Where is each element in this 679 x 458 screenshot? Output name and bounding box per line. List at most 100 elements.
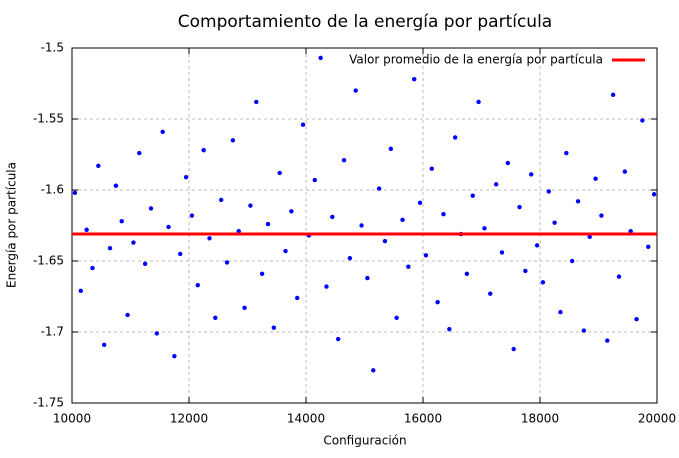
y-tick-label: -1.55 xyxy=(33,112,64,126)
point xyxy=(552,220,557,225)
point xyxy=(218,197,224,203)
point xyxy=(593,176,598,181)
point xyxy=(125,312,130,318)
point xyxy=(452,135,458,140)
point xyxy=(464,271,470,276)
point xyxy=(599,213,604,218)
legend-label: Valor promedio de la energía por partícu… xyxy=(349,53,603,67)
point xyxy=(482,226,487,231)
point xyxy=(347,255,353,261)
y-tick-label: -1.5 xyxy=(41,41,64,55)
point xyxy=(78,288,83,294)
point xyxy=(517,204,522,210)
point xyxy=(341,157,347,163)
point xyxy=(207,236,212,241)
point xyxy=(353,88,358,93)
point xyxy=(400,217,405,223)
plot-frame xyxy=(71,47,658,404)
point xyxy=(587,234,592,240)
point xyxy=(178,251,183,257)
point xyxy=(119,219,124,224)
point xyxy=(417,200,423,205)
point xyxy=(646,244,651,249)
point xyxy=(569,258,575,264)
point xyxy=(295,295,300,301)
x-tick-label: 16000 xyxy=(404,412,442,426)
point xyxy=(447,326,452,332)
point xyxy=(154,331,160,336)
point xyxy=(242,305,247,311)
y-axis-label: Energía por partícula xyxy=(5,162,19,288)
point xyxy=(213,315,218,320)
point xyxy=(137,150,142,156)
point xyxy=(412,77,417,82)
y-tick-label: -1.7 xyxy=(41,325,64,339)
point xyxy=(610,92,616,98)
point xyxy=(289,209,294,214)
point xyxy=(230,138,236,143)
point xyxy=(254,99,259,105)
point xyxy=(236,228,241,234)
point xyxy=(113,183,119,188)
point xyxy=(101,342,107,347)
point xyxy=(283,248,288,254)
point xyxy=(376,186,382,191)
point xyxy=(271,325,277,330)
point xyxy=(365,275,370,281)
point xyxy=(382,238,388,244)
point xyxy=(534,243,540,248)
point xyxy=(265,221,271,227)
point xyxy=(201,148,206,153)
chart-title: Comportamiento de la energía por partícu… xyxy=(178,12,552,32)
point xyxy=(429,166,434,171)
point xyxy=(195,282,200,288)
point xyxy=(142,261,148,267)
point xyxy=(493,182,499,187)
point xyxy=(359,223,364,228)
point xyxy=(575,199,581,204)
point xyxy=(189,213,195,218)
point xyxy=(96,163,101,169)
point xyxy=(499,250,505,255)
point xyxy=(312,177,317,183)
y-tick-label: -1.65 xyxy=(33,254,64,268)
point xyxy=(605,338,610,343)
point xyxy=(248,203,253,208)
point xyxy=(476,99,481,105)
point xyxy=(131,240,136,245)
point xyxy=(318,55,323,61)
point xyxy=(564,150,569,156)
point xyxy=(634,317,639,322)
point xyxy=(435,299,440,305)
x-tick-label: 20000 xyxy=(638,412,676,426)
point xyxy=(183,175,189,180)
point xyxy=(324,284,329,289)
point xyxy=(259,271,265,276)
point xyxy=(277,170,282,176)
y-tick-label: -1.75 xyxy=(33,396,64,410)
point xyxy=(423,253,429,258)
point xyxy=(394,315,399,320)
point xyxy=(523,268,528,274)
point xyxy=(470,193,475,198)
x-tick-label: 10000 xyxy=(53,412,91,426)
y-tick-label: -1.6 xyxy=(41,183,64,197)
point xyxy=(505,160,511,166)
point xyxy=(330,214,335,220)
point xyxy=(172,353,177,359)
point xyxy=(441,211,446,217)
point xyxy=(488,291,493,296)
point xyxy=(371,368,376,373)
point xyxy=(558,309,563,315)
point xyxy=(166,224,171,230)
point xyxy=(581,328,587,333)
point xyxy=(107,246,113,251)
point xyxy=(640,118,645,123)
x-tick-label: 18000 xyxy=(521,412,559,426)
point xyxy=(300,122,306,127)
point xyxy=(84,227,89,232)
x-tick-label: 12000 xyxy=(170,412,208,426)
point xyxy=(72,190,78,196)
point xyxy=(529,172,534,177)
